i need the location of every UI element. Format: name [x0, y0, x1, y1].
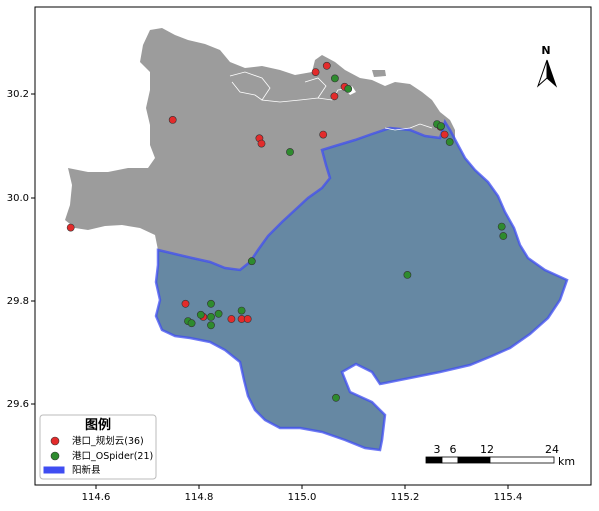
legend-label: 港口_规划云(36)	[72, 435, 144, 447]
legend-green-dot-icon	[50, 451, 60, 461]
scale-label: 12	[480, 443, 494, 456]
island	[372, 70, 386, 77]
port-point-guihuayun	[311, 68, 320, 76]
port-point-guihuayun	[319, 130, 328, 139]
legend-label: 港口_OSpider(21)	[72, 450, 153, 462]
yangxin-county-region	[154, 119, 569, 452]
scale-label: 24	[545, 443, 559, 456]
surrounding-region	[65, 28, 455, 270]
y-axis-ticks: 30.2 30.0 29.8 29.6	[7, 89, 35, 410]
port-point-ospider	[187, 319, 196, 328]
port-point-ospider	[247, 257, 256, 266]
north-arrow: N	[536, 44, 558, 88]
north-label: N	[541, 44, 550, 57]
port-point-ospider	[207, 312, 215, 321]
legend: 图例 港口_规划云(36) 港口_OSpider(21) 阳新县	[39, 414, 157, 480]
port-point-guihuayun	[227, 315, 236, 323]
port-point-ospider	[207, 321, 215, 330]
y-tick-label: 29.6	[7, 399, 29, 410]
port-point-ospider	[445, 138, 454, 146]
legend-title: 图例	[85, 417, 111, 433]
x-tick-label: 115.0	[288, 492, 317, 503]
y-tick-label: 30.2	[7, 89, 29, 100]
port-point-ospider	[196, 310, 205, 319]
port-point-ospider	[214, 309, 223, 318]
port-points	[66, 61, 508, 402]
scale-label: 6	[450, 443, 457, 456]
district-boundary-lines	[229, 71, 433, 131]
port-point-guihuayun	[181, 299, 190, 308]
north-arrow-right-icon	[546, 59, 558, 88]
port-point-guihuayun	[322, 61, 331, 70]
x-tick-label: 114.6	[82, 492, 111, 503]
scale-label: 3	[434, 443, 441, 456]
port-point-ospider	[330, 74, 339, 83]
port-point-ospider	[207, 299, 215, 308]
port-point-guihuayun	[243, 315, 252, 323]
port-point-guihuayun	[168, 116, 177, 124]
x-tick-label: 114.8	[185, 492, 214, 503]
x-tick-label: 115.2	[391, 492, 420, 503]
port-point-ospider	[332, 393, 340, 402]
port-point-ospider	[437, 122, 445, 131]
port-point-guihuayun	[440, 130, 449, 139]
legend-box	[39, 414, 157, 480]
legend-red-dot-icon	[50, 436, 60, 446]
scale-bar: 3 6 12 24 km	[425, 443, 575, 468]
port-point-ospider	[403, 270, 412, 279]
port-point-ospider	[237, 306, 246, 315]
port-point-ospider	[497, 222, 506, 231]
port-point-ospider	[344, 85, 353, 93]
port-point-ospider	[286, 148, 294, 156]
x-axis-ticks: 114.6 114.8 115.0 115.2 115.4	[82, 485, 523, 503]
legend-label: 阳新县	[72, 464, 101, 476]
port-point-ospider	[499, 232, 508, 240]
x-tick-label: 115.4	[494, 492, 523, 503]
legend-county-patch-icon	[43, 466, 65, 474]
port-point-guihuayun	[330, 92, 339, 101]
port-point-guihuayun	[257, 139, 266, 148]
scale-unit: km	[558, 455, 575, 468]
y-tick-label: 30.0	[7, 193, 29, 204]
port-point-guihuayun	[66, 223, 75, 232]
y-tick-label: 29.8	[7, 296, 29, 307]
